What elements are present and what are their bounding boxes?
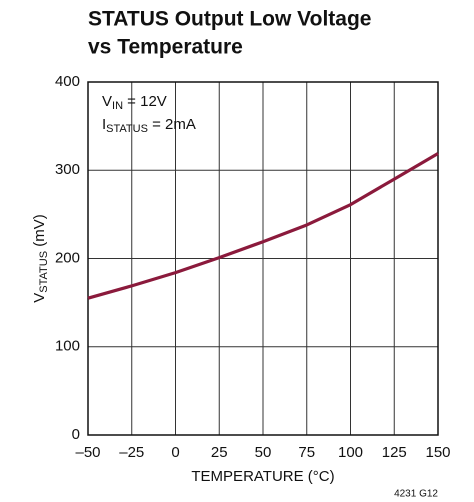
x-axis-label: TEMPERATURE (°C) [191,468,334,485]
x-tick-label: 125 [382,444,407,461]
chart-title: vs Temperature [88,36,243,59]
x-tick-label: –25 [119,444,144,461]
y-tick-label: 300 [55,161,80,178]
annotation-part: IN [112,100,123,112]
plot-frame [87,81,439,436]
y-axis-label-part: STATUS [38,251,50,293]
y-tick-label: 100 [55,338,80,355]
y-tick-label: 400 [55,73,80,90]
x-tick-label: 25 [211,444,228,461]
annotation-part: V [102,93,112,110]
x-tick-label: 75 [298,444,315,461]
annotation-part: I [102,116,106,133]
figure-note: 4231 G12 [394,489,438,500]
chart-title: STATUS Output Low Voltage [88,8,371,31]
annotation: ISTATUS = 2mA [102,116,196,135]
x-tick-label: 50 [255,444,272,461]
data-line [87,152,439,300]
y-axis-label: VSTATUS (mV) [31,214,50,302]
annotation-part: = 2mA [148,116,196,133]
x-tick-label: 100 [338,444,363,461]
annotation: VIN = 12V [102,93,167,112]
y-axis-label-part: V [31,293,48,303]
x-tick-label: –50 [75,444,100,461]
y-tick-label: 200 [55,249,80,266]
x-tick-label: 150 [425,444,450,461]
y-tick-label: 0 [72,426,80,443]
annotation-part: = 12V [123,93,167,110]
x-tick-label: 0 [171,444,179,461]
annotation-part: STATUS [106,123,148,135]
y-axis-label-part: (mV) [31,214,48,251]
